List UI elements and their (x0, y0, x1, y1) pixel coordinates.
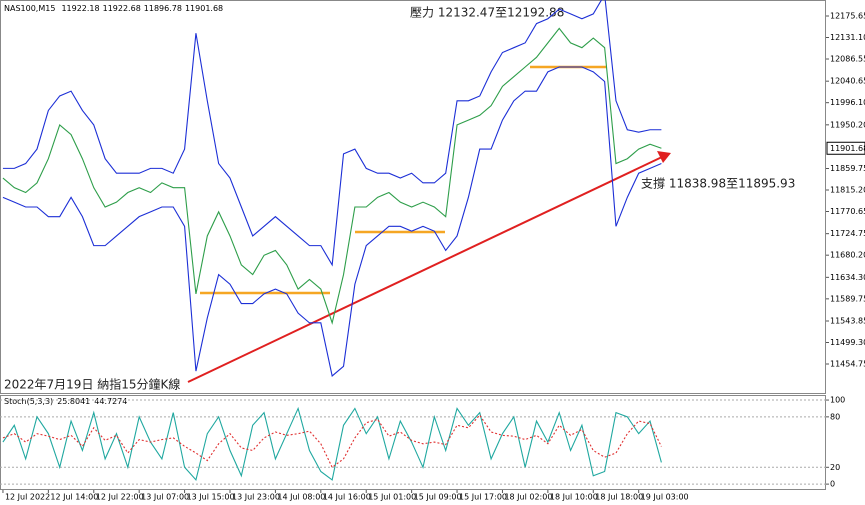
y-tick-label: 11770.65 (830, 207, 865, 216)
x-tick-label: 13 Jul 15:00 (187, 493, 235, 502)
plot-area (2, 406, 662, 482)
series-line (2, 406, 662, 482)
y-tick-label: 11680.20 (830, 251, 865, 260)
stoch-header: Stoch(5,3,3) 25.8041 44.7274 (4, 397, 127, 406)
arrow-head (657, 151, 671, 163)
y-tick-label: 12131.10 (830, 33, 865, 42)
x-tick-label: 13 Jul 07:00 (141, 493, 189, 502)
y-tick-label: 11454.75 (830, 360, 865, 369)
series-line (2, 414, 662, 469)
y-tick-label: 11996.10 (830, 98, 865, 107)
y-tick-label: 11499.30 (830, 338, 865, 347)
y-tick-label: 80 (830, 412, 840, 421)
x-tick-label: 12 Jul 22:00 (96, 493, 144, 502)
x-tick-label: 15 Jul 17:00 (459, 493, 507, 502)
x-tick-label: 12 Jul 2022 (5, 493, 50, 502)
x-tick-label: 13 Jul 23:00 (232, 493, 280, 502)
y-tick-label: 12040.65 (830, 77, 865, 86)
trend-arrow (187, 156, 663, 383)
stoch-panel (0, 395, 826, 490)
y-tick-label: 100 (830, 396, 845, 405)
x-tick-label: 18 Jul 18:00 (595, 493, 643, 502)
x-tick-label: 15 Jul 09:00 (414, 493, 462, 502)
y-tick-label: 11950.20 (830, 120, 865, 129)
annotation-lines (187, 65, 671, 383)
resistance-label: 壓力 12132.47至12192.88 (410, 6, 564, 20)
x-tick-label: 14 Jul 16:00 (323, 493, 371, 502)
series-line (2, 66, 662, 377)
ohlc-value: 11922.68 (103, 4, 141, 13)
x-tick-label: 15 Jul 01:00 (368, 493, 416, 502)
ohlc-value: 11896.78 (144, 4, 182, 13)
indicator-name: Stoch(5,3,3) (4, 397, 53, 406)
y-tick-label: 20 (830, 463, 840, 472)
x-tick-label: 12 Jul 14:00 (50, 493, 98, 502)
price-header: NAS100,M15 11922.18 11922.68 11896.78 11901.… (4, 4, 223, 13)
y-tick-label: 11589.75 (830, 294, 865, 303)
d-value: 44.7274 (94, 397, 127, 406)
series-line (2, 27, 662, 325)
x-tick-label: 18 Jul 02:00 (504, 493, 552, 502)
y-tick-label: 11724.75 (830, 229, 865, 238)
y-tick-label: 12175.65 (830, 12, 865, 21)
y-tick-label: 0 (830, 480, 835, 489)
x-tick-label: 18 Jul 10:00 (550, 493, 598, 502)
series-line (2, 0, 662, 267)
y-tick-label: 11859.75 (830, 164, 865, 173)
x-tick-label: 19 Jul 03:00 (641, 493, 689, 502)
plot-area (2, 0, 662, 377)
current-price-box (826, 141, 865, 155)
symbol: NAS100,M15 (4, 4, 55, 13)
y-tick-label: 11543.85 (830, 316, 865, 325)
support-label: 支撐 11838.98至11895.93 (641, 177, 795, 191)
y-tick-label: 11634.30 (830, 273, 865, 282)
ohlc-value: 11922.18 (61, 4, 99, 13)
y-tick-label: 11815.20 (830, 186, 865, 195)
current-price-label: 11901.68 (830, 144, 865, 153)
k-value: 25.8041 (57, 397, 90, 406)
x-tick-label: 14 Jul 08:00 (277, 493, 325, 502)
ohlc-value: 11901.68 (185, 4, 223, 13)
y-tick-label: 12086.55 (830, 55, 865, 64)
price-panel (0, 0, 826, 394)
chart-caption: 2022年7月19日 納指15分鐘K線 (4, 377, 180, 392)
